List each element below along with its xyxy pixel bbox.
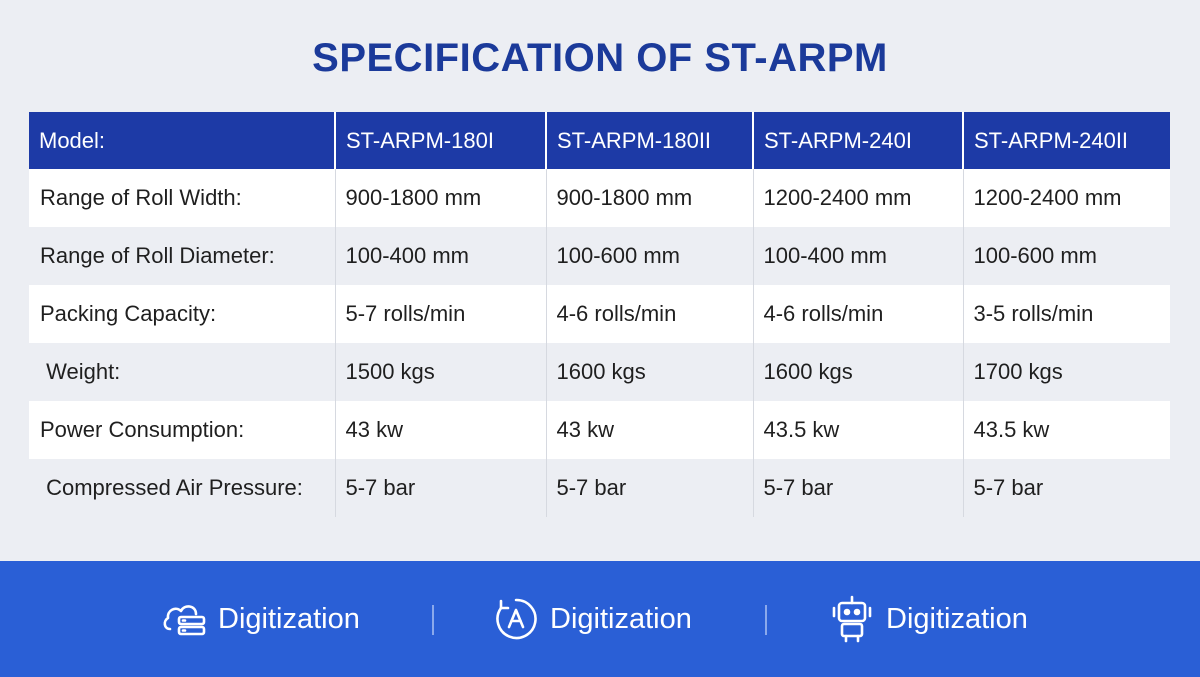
- table-cell: 100-600 mm: [546, 227, 754, 285]
- table-cell: 1500 kgs: [335, 343, 547, 401]
- spec-table: Model: ST-ARPM-180I ST-ARPM-180II ST-ARP…: [29, 112, 1170, 517]
- cloud-server-icon: [160, 595, 208, 643]
- feature-label: Digitization: [886, 602, 1028, 635]
- table-cell: 1600 kgs: [753, 343, 964, 401]
- table-row: Range of Roll Diameter: 100-400 mm 100-6…: [29, 227, 1170, 285]
- table-cell: 1700 kgs: [973, 359, 1063, 384]
- table-header-row: Model: ST-ARPM-180I ST-ARPM-180II ST-ARP…: [29, 112, 1170, 169]
- table-row: Compressed Air Pressure: 5-7 bar 5-7 bar…: [29, 459, 1170, 517]
- row-label: Range of Roll Width:: [29, 169, 336, 227]
- header-cell: ST-ARPM-240II: [974, 127, 1129, 153]
- table-cell: 900-1800 mm: [335, 169, 547, 227]
- table-cell: 43.5 kw: [753, 401, 964, 459]
- table-cell: 100-400 mm: [753, 227, 964, 285]
- footer-divider: [432, 605, 434, 635]
- row-label: Compressed Air Pressure:: [29, 459, 336, 517]
- table-cell: 43 kw: [335, 401, 547, 459]
- feature-item: Digitization: [828, 561, 1028, 677]
- table-cell: 1200-2400 mm: [753, 169, 964, 227]
- footer-divider: [765, 605, 767, 635]
- table-cell: 5-7 bar: [546, 459, 754, 517]
- row-label: Range of Roll Diameter:: [29, 227, 336, 285]
- table-cell: 1200-2400 mm: [973, 185, 1122, 210]
- header-cell: Model:: [29, 112, 336, 169]
- table-row: Range of Roll Width: 900-1800 mm 900-180…: [29, 169, 1170, 227]
- page-title: SPECIFICATION OF ST-ARPM: [312, 36, 888, 80]
- robot-icon: [828, 595, 876, 643]
- row-label: Power Consumption:: [29, 401, 336, 459]
- table-cell: 5-7 bar: [973, 475, 1044, 500]
- table-cell: 43.5 kw: [973, 417, 1050, 442]
- feature-label: Digitization: [218, 602, 360, 635]
- footer-banner: Digitization Digitization: [0, 561, 1200, 677]
- automation-a-icon: [492, 595, 540, 643]
- feature-item: Digitization: [492, 561, 692, 677]
- table-row: Packing Capacity: 5-7 rolls/min 4-6 roll…: [29, 285, 1170, 343]
- table-cell: 5-7 rolls/min: [335, 285, 547, 343]
- table-cell: 4-6 rolls/min: [753, 285, 964, 343]
- feature-label: Digitization: [550, 602, 692, 635]
- table-cell: 900-1800 mm: [546, 169, 754, 227]
- table-cell: 1600 kgs: [546, 343, 754, 401]
- feature-item: Digitization: [160, 561, 360, 677]
- table-cell: 100-600 mm: [973, 243, 1098, 268]
- row-label: Weight:: [29, 343, 336, 401]
- table-row: Weight: 1500 kgs 1600 kgs 1600 kgs 1700 …: [29, 343, 1170, 401]
- table-cell: 4-6 rolls/min: [546, 285, 754, 343]
- table-cell: 100-400 mm: [335, 227, 547, 285]
- header-cell: ST-ARPM-180II: [546, 112, 754, 169]
- table-cell: 5-7 bar: [335, 459, 547, 517]
- table-row: Power Consumption: 43 kw 43 kw 43.5 kw 4…: [29, 401, 1170, 459]
- header-cell: ST-ARPM-240I: [753, 112, 964, 169]
- table-cell: 3-5 rolls/min: [973, 301, 1094, 326]
- table-cell: 43 kw: [546, 401, 754, 459]
- row-label: Packing Capacity:: [29, 285, 336, 343]
- header-cell: ST-ARPM-180I: [335, 112, 547, 169]
- table-cell: 5-7 bar: [753, 459, 964, 517]
